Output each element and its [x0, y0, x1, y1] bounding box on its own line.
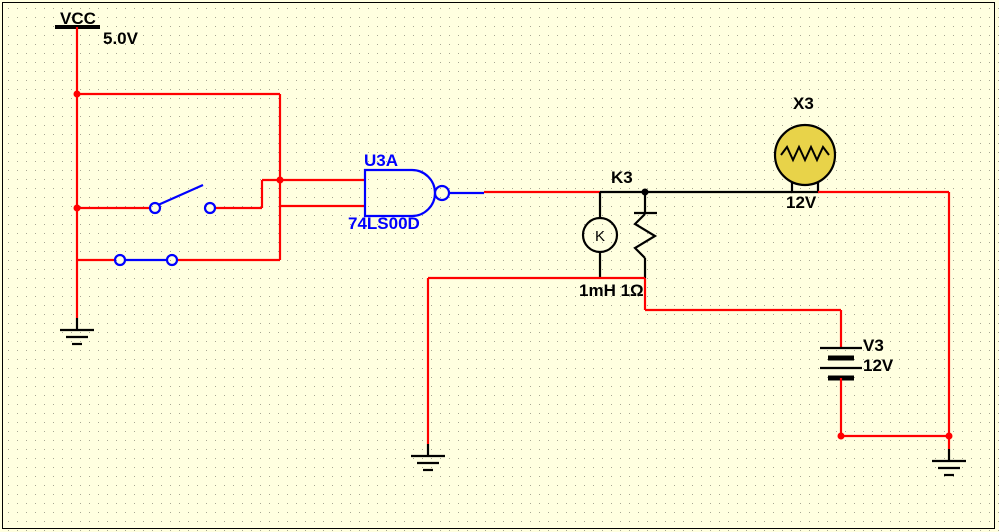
- label-k3-val: 1mH 1Ω: [579, 281, 644, 301]
- label-u3a: U3A: [364, 151, 398, 171]
- nand-gate: [365, 170, 449, 216]
- label-u3a-part: 74LS00D: [348, 214, 420, 234]
- ground-left: [60, 318, 94, 344]
- ground-right: [932, 449, 966, 475]
- ground-mid: [411, 444, 445, 470]
- label-x3: X3: [793, 94, 814, 114]
- label-v3: V3: [863, 336, 884, 356]
- label-vcc: VCC: [60, 9, 96, 29]
- relay-k3: K: [583, 192, 657, 278]
- label-k3: K3: [611, 168, 633, 188]
- switch-bottom[interactable]: [77, 206, 365, 265]
- label-vcc-val: 5.0V: [103, 29, 138, 49]
- switch-top[interactable]: [77, 180, 365, 213]
- label-v3-val: 12V: [863, 356, 893, 376]
- battery-v3: [820, 310, 862, 436]
- schematic-svg: K: [0, 0, 999, 532]
- label-x3-val: 12V: [786, 193, 816, 213]
- bulb-x3: [775, 125, 835, 192]
- relay-k-letter: K: [595, 228, 605, 245]
